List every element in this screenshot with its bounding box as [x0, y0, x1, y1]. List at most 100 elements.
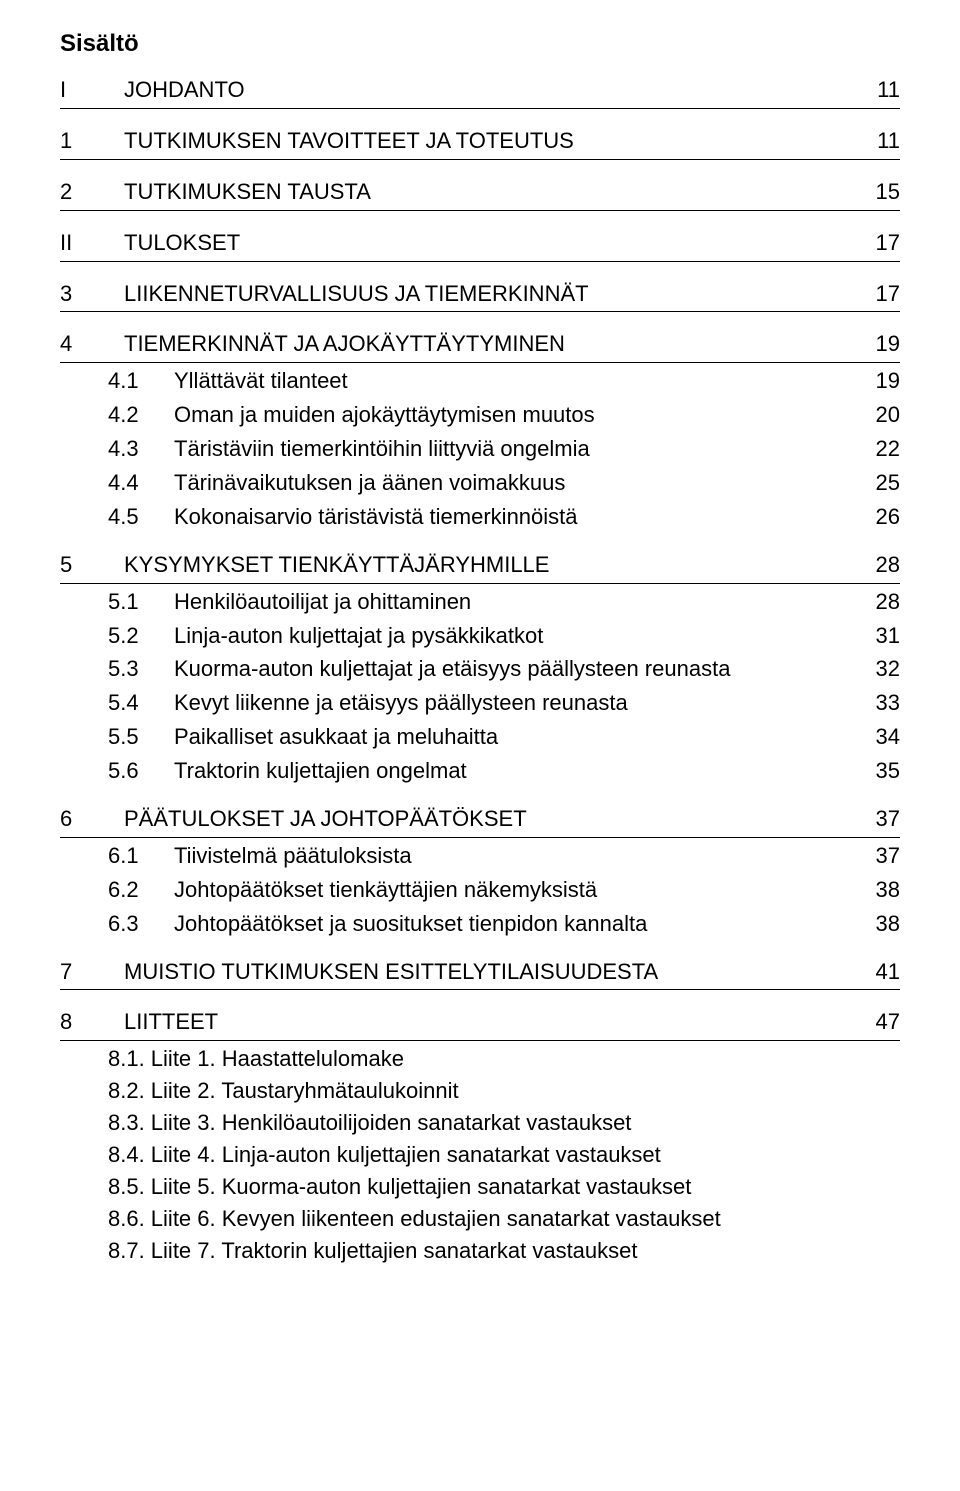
- toc-row-left: 7MUISTIO TUTKIMUKSEN ESITTELYTILAISUUDES…: [60, 956, 658, 988]
- toc-row-left: 6PÄÄTULOKSET JA JOHTOPÄÄTÖKSET: [60, 803, 527, 835]
- toc-number: 5.2: [108, 620, 152, 652]
- toc-number: 1: [60, 125, 102, 157]
- toc-row: IJOHDANTO 11: [60, 74, 900, 109]
- toc-row: 5.5 Paikalliset asukkaat ja meluhaitta 34: [60, 721, 900, 753]
- toc-number: 5.4: [108, 687, 152, 719]
- toc-number: 8: [60, 1006, 102, 1038]
- toc-row: 4.2 Oman ja muiden ajokäyttäytymisen muut…: [60, 399, 900, 431]
- toc-row-left: 1 TUTKIMUKSEN TAVOITTEET JA TOTEUTUS: [60, 125, 574, 157]
- toc-number: 2: [60, 176, 102, 208]
- toc-row: 5.2 Linja-auton kuljettajat ja pysäkkikat…: [60, 620, 900, 652]
- toc-row-left: 5.4 Kevyt liikenne ja etäisyys päällystee…: [108, 687, 628, 719]
- toc-number: 5.1: [108, 586, 152, 618]
- toc-number: 3: [60, 278, 102, 310]
- toc-page: 26: [876, 501, 900, 533]
- toc-page: 38: [876, 874, 900, 906]
- toc-label: Kokonaisarvio täristävistä tiemerkinnöis…: [174, 501, 578, 533]
- toc-number: 4.3: [108, 433, 152, 465]
- toc-number: 4.1: [108, 365, 152, 397]
- toc-row: 5.6 Traktorin kuljettajien ongelmat 35: [60, 755, 900, 787]
- toc-label: LIIKENNETURVALLISUUS JA TIEMERKINNÄT: [124, 278, 589, 310]
- toc-row-left: IJOHDANTO: [60, 74, 245, 106]
- toc-label: Linja-auton kuljettajat ja pysäkkikatkot: [174, 620, 543, 652]
- toc-label: Tärinävaikutuksen ja äänen voimakkuus: [174, 467, 565, 499]
- appendix-line: 8.3. Liite 3. Henkilöautoilijoiden sanat…: [60, 1107, 900, 1139]
- appendix-list: 8.1. Liite 1. Haastattelulomake8.2. Liit…: [60, 1043, 900, 1266]
- toc-row-left: 4.3Täristäviin tiemerkintöihin liittyviä…: [108, 433, 590, 465]
- doc-title: Sisältö: [60, 30, 900, 58]
- toc-label: Paikalliset asukkaat ja meluhaitta: [174, 721, 498, 753]
- toc-number: 5: [60, 549, 102, 581]
- toc-row-left: II TULOKSET: [60, 227, 240, 259]
- toc-page: 35: [876, 755, 900, 787]
- toc-number: 6: [60, 803, 102, 835]
- toc-row: 6.1 Tiivistelmä päätuloksista 37: [60, 840, 900, 872]
- toc-page: 22: [876, 433, 900, 465]
- appendix-line: 8.6. Liite 6. Kevyen liikenteen edustaji…: [60, 1203, 900, 1235]
- toc-label: Tiivistelmä päätuloksista: [174, 840, 412, 872]
- toc-row-left: 6.3 Johtopäätökset ja suositukset tienpid…: [108, 908, 647, 940]
- toc-row-left: 8 LIITTEET: [60, 1006, 218, 1038]
- toc-label: LIITTEET: [124, 1006, 218, 1038]
- toc-number: 6.3: [108, 908, 152, 940]
- toc-label: Johtopäätökset ja suositukset tienpidon …: [174, 908, 647, 940]
- toc-row-left: 6.1 Tiivistelmä päätuloksista: [108, 840, 412, 872]
- toc-row: 8 LIITTEET 47: [60, 1006, 900, 1041]
- toc-row-left: 5.3Kuorma-auton kuljettajat ja etäisyys …: [108, 653, 730, 685]
- appendix-line: 8.7. Liite 7. Traktorin kuljettajien san…: [60, 1235, 900, 1267]
- toc-label: Kuorma-auton kuljettajat ja etäisyys pää…: [174, 653, 730, 685]
- appendix-line: 8.1. Liite 1. Haastattelulomake: [60, 1043, 900, 1075]
- toc-row: 3 LIIKENNETURVALLISUUS JA TIEMERKINNÄT 17: [60, 278, 900, 313]
- toc-row: 6.3 Johtopäätökset ja suositukset tienpid…: [60, 908, 900, 940]
- toc-page: 19: [876, 328, 900, 360]
- toc-row-left: 4.5Kokonaisarvio täristävistä tiemerkinn…: [108, 501, 578, 533]
- toc-row: 4.1Yllättävät tilanteet19: [60, 365, 900, 397]
- toc-page: 38: [876, 908, 900, 940]
- toc-number: 4: [60, 328, 102, 360]
- toc-row: 4.4 Tärinävaikutuksen ja äänen voimakkuus…: [60, 467, 900, 499]
- toc-page: 34: [876, 721, 900, 753]
- toc-label: Traktorin kuljettajien ongelmat: [174, 755, 467, 787]
- toc-page: 28: [876, 586, 900, 618]
- toc-number: I: [60, 74, 102, 106]
- toc-number: 5.6: [108, 755, 152, 787]
- toc-number: 6.1: [108, 840, 152, 872]
- toc-row: IITULOKSET17: [60, 227, 900, 262]
- toc-row-left: 3 LIIKENNETURVALLISUUS JA TIEMERKINNÄT: [60, 278, 589, 310]
- toc-number: 7: [60, 956, 102, 988]
- toc-row-left: 4.4 Tärinävaikutuksen ja äänen voimakkuus: [108, 467, 565, 499]
- toc-label: TUTKIMUKSEN TAUSTA: [124, 176, 371, 208]
- toc-number: 4.2: [108, 399, 152, 431]
- toc-row-left: 5KYSYMYKSET TIENKÄYTTÄJÄRYHMILLE: [60, 549, 549, 581]
- toc-page: 41: [876, 956, 900, 988]
- toc-number: 5.5: [108, 721, 152, 753]
- appendix-line: 8.4. Liite 4. Linja-auton kuljettajien s…: [60, 1139, 900, 1171]
- toc-label: Johtopäätökset tienkäyttäjien näkemyksis…: [174, 874, 597, 906]
- toc-row: 4.3Täristäviin tiemerkintöihin liittyviä…: [60, 433, 900, 465]
- toc-row: 5.3Kuorma-auton kuljettajat ja etäisyys …: [60, 653, 900, 685]
- toc-page: 47: [876, 1006, 900, 1038]
- toc-page: 32: [876, 653, 900, 685]
- toc-number: II: [60, 227, 102, 259]
- toc-number: 4.4: [108, 467, 152, 499]
- toc-label: TUTKIMUKSEN TAVOITTEET JA TOTEUTUS: [124, 125, 574, 157]
- toc-page: 33: [876, 687, 900, 719]
- toc-label: Oman ja muiden ajokäyttäytymisen muutos: [174, 399, 595, 431]
- toc-row-left: 4TIEMERKINNÄT JA AJOKÄYTTÄYTYMINEN: [60, 328, 565, 360]
- toc-page: 15: [876, 176, 900, 208]
- toc-row-left: 5.1Henkilöautoilijat ja ohittaminen: [108, 586, 471, 618]
- toc-page: 37: [876, 840, 900, 872]
- toc-row: 5KYSYMYKSET TIENKÄYTTÄJÄRYHMILLE 28: [60, 549, 900, 584]
- toc-page: 28: [876, 549, 900, 581]
- toc-row: 2 TUTKIMUKSEN TAUSTA 15: [60, 176, 900, 211]
- toc-row-left: 2 TUTKIMUKSEN TAUSTA: [60, 176, 371, 208]
- toc-label: TULOKSET: [124, 227, 240, 259]
- toc-number: 6.2: [108, 874, 152, 906]
- toc-row: 1TUTKIMUKSEN TAVOITTEET JA TOTEUTUS11: [60, 125, 900, 160]
- toc-row: 4TIEMERKINNÄT JA AJOKÄYTTÄYTYMINEN 19: [60, 328, 900, 363]
- toc-page: 11: [877, 74, 900, 106]
- toc-row: 6.2 Johtopäätökset tienkäyttäjien näkemyk…: [60, 874, 900, 906]
- toc-row-left: 4.1Yllättävät tilanteet: [108, 365, 348, 397]
- toc-page: 17: [876, 278, 900, 310]
- toc-label: Kevyt liikenne ja etäisyys päällysteen r…: [174, 687, 628, 719]
